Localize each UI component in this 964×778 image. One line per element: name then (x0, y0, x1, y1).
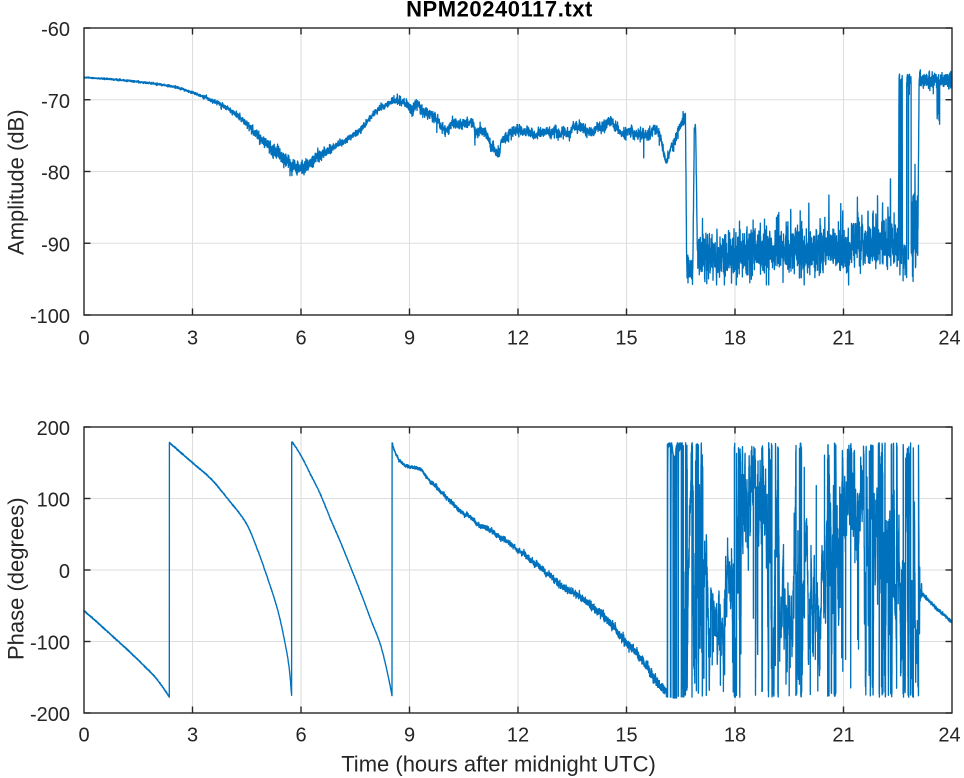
svg-text:Phase (degrees): Phase (degrees) (4, 497, 29, 660)
svg-text:-90: -90 (41, 234, 70, 256)
svg-text:21: 21 (832, 328, 854, 350)
svg-text:3: 3 (187, 328, 198, 350)
svg-text:-70: -70 (41, 91, 70, 113)
svg-text:-100: -100 (30, 306, 70, 328)
svg-text:15: 15 (615, 725, 637, 747)
svg-text:12: 12 (507, 725, 529, 747)
svg-text:-60: -60 (41, 19, 70, 41)
svg-text:3: 3 (187, 725, 198, 747)
svg-text:200: 200 (37, 418, 70, 440)
svg-text:15: 15 (615, 328, 637, 350)
svg-text:-200: -200 (30, 704, 70, 726)
svg-text:18: 18 (724, 328, 746, 350)
svg-text:9: 9 (404, 725, 415, 747)
svg-text:Time (hours after midnight UTC: Time (hours after midnight UTC) (341, 752, 656, 777)
svg-text:0: 0 (78, 328, 89, 350)
svg-text:-80: -80 (41, 163, 70, 185)
svg-text:21: 21 (832, 725, 854, 747)
svg-text:18: 18 (724, 725, 746, 747)
svg-text:9: 9 (404, 328, 415, 350)
svg-text:24: 24 (938, 725, 960, 747)
svg-text:6: 6 (295, 725, 306, 747)
svg-text:24: 24 (938, 328, 960, 350)
svg-text:6: 6 (295, 328, 306, 350)
svg-text:Amplitude (dB): Amplitude (dB) (4, 109, 29, 255)
svg-text:100: 100 (37, 490, 70, 512)
svg-text:12: 12 (507, 328, 529, 350)
svg-text:-100: -100 (30, 633, 70, 655)
svg-text:NPM20240117.txt: NPM20240117.txt (406, 0, 593, 22)
svg-text:0: 0 (78, 725, 89, 747)
svg-text:0: 0 (59, 561, 70, 583)
